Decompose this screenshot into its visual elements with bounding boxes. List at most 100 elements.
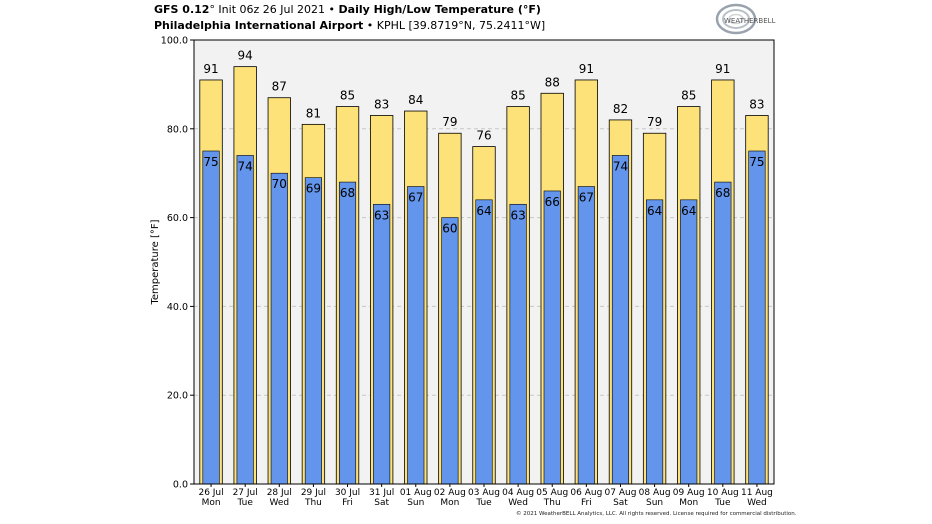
- high-value-label: 85: [340, 89, 355, 103]
- low-bar: [611, 155, 630, 485]
- y-tick-label: 0.0: [173, 480, 188, 491]
- x-tick-label-date: 01 Aug: [400, 488, 432, 498]
- low-value-label: 63: [510, 208, 525, 222]
- y-tick-label: 20.0: [167, 391, 188, 402]
- low-value-label: 70: [272, 177, 287, 191]
- low-value-label: 64: [476, 204, 491, 218]
- low-bar: [577, 186, 595, 485]
- weatherbell-logo-icon: WEATHERBELL: [715, 3, 776, 35]
- low-value-label: 64: [647, 204, 662, 218]
- low-value-label: 64: [681, 204, 696, 218]
- copyright-notice: © 2021 WeatherBELL Analytics, LLC. All r…: [516, 511, 797, 517]
- x-tick-label-weekday: Fri: [581, 498, 592, 508]
- x-tick-label-date: 10 Aug: [707, 488, 739, 498]
- y-axis-label: Temperature [°F]: [150, 219, 161, 305]
- low-value-label: 68: [715, 186, 730, 200]
- low-bar: [270, 172, 288, 485]
- low-bar: [475, 199, 493, 485]
- y-tick-label: 100.0: [161, 36, 188, 47]
- low-bar: [236, 155, 254, 485]
- high-value-label: 81: [306, 106, 321, 120]
- high-value-label: 85: [510, 89, 525, 103]
- x-tick-label-date: 27 Jul: [233, 488, 258, 498]
- x-tick-label-date: 11 Aug: [741, 488, 773, 498]
- low-value-label: 60: [442, 222, 457, 236]
- station-name: Philadelphia International Airport: [154, 19, 364, 32]
- low-bar: [680, 199, 698, 485]
- x-tick-label-weekday: Sat: [374, 498, 389, 508]
- low-value-label: 74: [238, 159, 253, 173]
- high-value-label: 83: [749, 97, 764, 111]
- header-line-1: GFS 0.12° Init 06z 26 Jul 2021 • Daily H…: [154, 2, 545, 18]
- low-value-label: 66: [545, 195, 560, 209]
- high-value-label: 82: [613, 102, 628, 116]
- x-tick-label-weekday: Mon: [440, 498, 459, 508]
- low-bar: [202, 150, 220, 485]
- low-value-label: 74: [613, 159, 628, 173]
- low-bar: [304, 177, 322, 485]
- station-coords: • KPHL [39.8719°N, 75.2411°W]: [363, 19, 546, 32]
- weatherbell-logo: WEATHERBELL: [714, 2, 776, 36]
- x-tick-label-date: 07 Aug: [605, 488, 637, 498]
- low-value-label: 67: [579, 191, 594, 205]
- x-tick-label-date: 30 Jul: [335, 488, 360, 498]
- logo-text: WEATHERBELL: [724, 17, 776, 25]
- x-tick-label-weekday: Mon: [202, 498, 221, 508]
- x-tick-label-weekday: Sun: [646, 498, 663, 508]
- high-value-label: 85: [681, 89, 696, 103]
- x-tick-label-date: 02 Aug: [434, 488, 466, 498]
- low-value-label: 63: [374, 208, 389, 222]
- x-tick-label-date: 31 Jul: [369, 488, 394, 498]
- low-value-label: 75: [203, 155, 218, 169]
- high-value-label: 88: [545, 75, 560, 89]
- low-bar: [338, 181, 357, 485]
- header-line-2: Philadelphia International Airport • KPH…: [154, 18, 545, 34]
- x-tick-label-weekday: Wed: [508, 498, 528, 508]
- low-value-label: 67: [408, 191, 423, 205]
- x-tick-label-date: 28 Jul: [267, 488, 292, 498]
- low-value-label: 69: [306, 182, 321, 196]
- high-value-label: 79: [442, 115, 457, 129]
- x-tick-label-date: 08 Aug: [639, 488, 671, 498]
- high-value-label: 94: [238, 49, 253, 63]
- low-bar: [441, 217, 459, 485]
- low-bar: [543, 190, 561, 485]
- x-tick-label-weekday: Tue: [475, 498, 492, 508]
- low-bar: [373, 203, 391, 485]
- x-tick-label-weekday: Tue: [236, 498, 253, 508]
- x-tick-label-date: 04 Aug: [502, 488, 534, 498]
- low-bar: [714, 181, 732, 485]
- x-tick-label-weekday: Mon: [679, 498, 698, 508]
- x-tick-label-weekday: Thu: [543, 498, 561, 508]
- low-value-label: 68: [340, 186, 355, 200]
- y-tick-label: 80.0: [167, 124, 188, 135]
- x-tick-label-date: 09 Aug: [673, 488, 705, 498]
- x-tick-label-weekday: Sat: [613, 498, 628, 508]
- low-bar: [407, 186, 425, 485]
- x-tick-label-date: 26 Jul: [198, 488, 223, 498]
- low-bar: [509, 203, 527, 485]
- high-value-label: 91: [715, 62, 730, 76]
- y-tick-label: 60.0: [167, 213, 188, 224]
- x-tick-label-date: 05 Aug: [536, 488, 568, 498]
- y-tick-label: 40.0: [167, 302, 188, 313]
- x-tick-label-date: 06 Aug: [570, 488, 602, 498]
- chart-title: Daily High/Low Temperature (°F): [338, 3, 541, 16]
- x-tick-label-weekday: Sun: [407, 498, 424, 508]
- low-value-label: 75: [749, 155, 764, 169]
- x-tick-label-date: 29 Jul: [301, 488, 326, 498]
- high-value-label: 84: [408, 93, 423, 107]
- high-value-label: 91: [203, 62, 218, 76]
- x-tick-label-weekday: Thu: [304, 498, 322, 508]
- low-bar: [748, 150, 766, 485]
- x-tick-label-weekday: Wed: [269, 498, 289, 508]
- low-bar: [646, 199, 664, 485]
- x-tick-label-weekday: Fri: [342, 498, 353, 508]
- high-value-label: 91: [579, 62, 594, 76]
- chart-header: GFS 0.12° Init 06z 26 Jul 2021 • Daily H…: [154, 2, 545, 34]
- bars: 91 75 94 74 87 70 81 69 85 68 83 63 84 67 79 60 76 64 85 63…: [199, 49, 769, 485]
- x-tick-label-weekday: Tue: [714, 498, 731, 508]
- init-time: ° Init 06z 26 Jul 2021 •: [209, 3, 339, 16]
- x-tick-label-weekday: Wed: [747, 498, 767, 508]
